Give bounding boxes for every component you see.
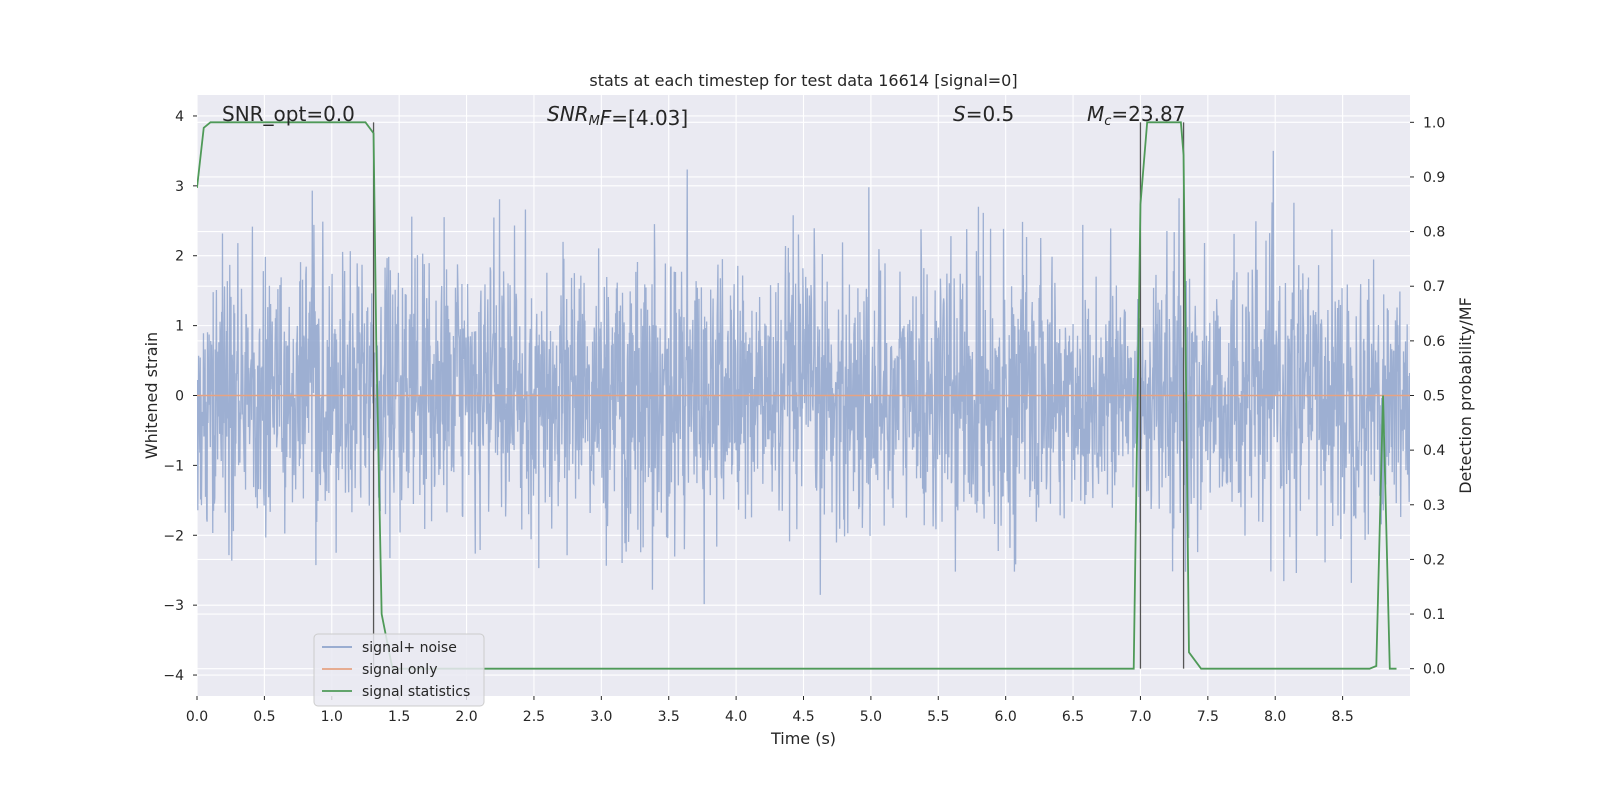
y2-axis-label: Detection probability/MF [1456,297,1475,494]
y-tick-label: 3 [175,179,184,195]
y2-tick-label: 0.0 [1423,662,1445,678]
x-tick-label: 0.0 [186,709,208,725]
annotation: SNR_opt=0.0 [222,102,355,126]
axes: 0.0 0.5 1.0 1.5 2.0 2.5 3.0 3.5 4.0 4.5 5.0 5.5 6.0 6… [163,109,1445,725]
y-axis-label: Whitened strain [142,332,161,459]
y-tick-label: 2 [175,249,184,265]
legend-label: signal only [362,662,437,678]
x-tick-label: 1.0 [321,709,343,725]
x-tick-label: 4.5 [792,709,814,725]
y-tick-label: 0 [175,389,184,405]
x-tick-label: 3.0 [590,709,612,725]
y2-tick-label: 0.8 [1423,225,1445,241]
annotations: SNR_opt=0.0 SNRMF=[4.03] S=0.5 Mc=23.87 [222,102,1185,130]
y2-tick-label: 0.2 [1423,552,1445,568]
stats-line [197,121,1397,670]
signal-noise-series [197,150,1410,605]
x-tick-label: 8.0 [1264,709,1286,725]
legend-label: signal+ noise [362,640,457,656]
x-tick-label: 7.0 [1129,709,1151,725]
x-tick-label: 6.0 [995,709,1017,725]
x-tick-label: 0.5 [253,709,275,725]
chart-title: stats at each timestep for test data 166… [589,71,1017,90]
y2-tick-label: 1.0 [1423,115,1445,131]
y2-tick-label: 0.6 [1423,334,1445,350]
x-tick-label: 7.5 [1197,709,1219,725]
x-tick-label: 1.5 [388,709,410,725]
y-tick-label: −1 [163,458,184,474]
annotation: SNRMF=[4.03] [547,102,688,130]
x-tick-label: 8.5 [1331,709,1353,725]
x-tick-label: 5.5 [927,709,949,725]
y2-tick-label: 0.4 [1423,443,1445,459]
y-tick-label: 1 [175,319,184,335]
x-tick-label: 4.0 [725,709,747,725]
y2-tick-label: 0.7 [1423,279,1445,295]
x-tick-label: 6.5 [1062,709,1084,725]
x-tick-label: 2.0 [455,709,477,725]
y-tick-label: −4 [163,668,184,684]
legend: signal+ noise signal only signal statistic… [313,633,485,707]
y-tick-label: −3 [163,598,184,614]
annotation: S=0.5 [953,102,1014,126]
y2-tick-label: 0.9 [1423,170,1445,186]
x-tick-label: 2.5 [523,709,545,725]
y2-tick-label: 0.1 [1423,607,1445,623]
y-tick-label: 4 [175,109,184,125]
signal-statistics-series [197,121,1397,670]
y2-tick-label: 0.5 [1423,389,1445,405]
x-tick-label: 5.0 [860,709,882,725]
annotation: Mc=23.87 [1087,102,1185,129]
legend-label: signal statistics [362,684,470,700]
x-tick-label: 3.5 [658,709,680,725]
noise-line [197,150,1410,605]
y2-tick-label: 0.3 [1423,498,1445,514]
x-axis-label: Time (s) [770,729,836,748]
legend-box [313,633,485,707]
y-tick-label: −2 [163,528,184,544]
